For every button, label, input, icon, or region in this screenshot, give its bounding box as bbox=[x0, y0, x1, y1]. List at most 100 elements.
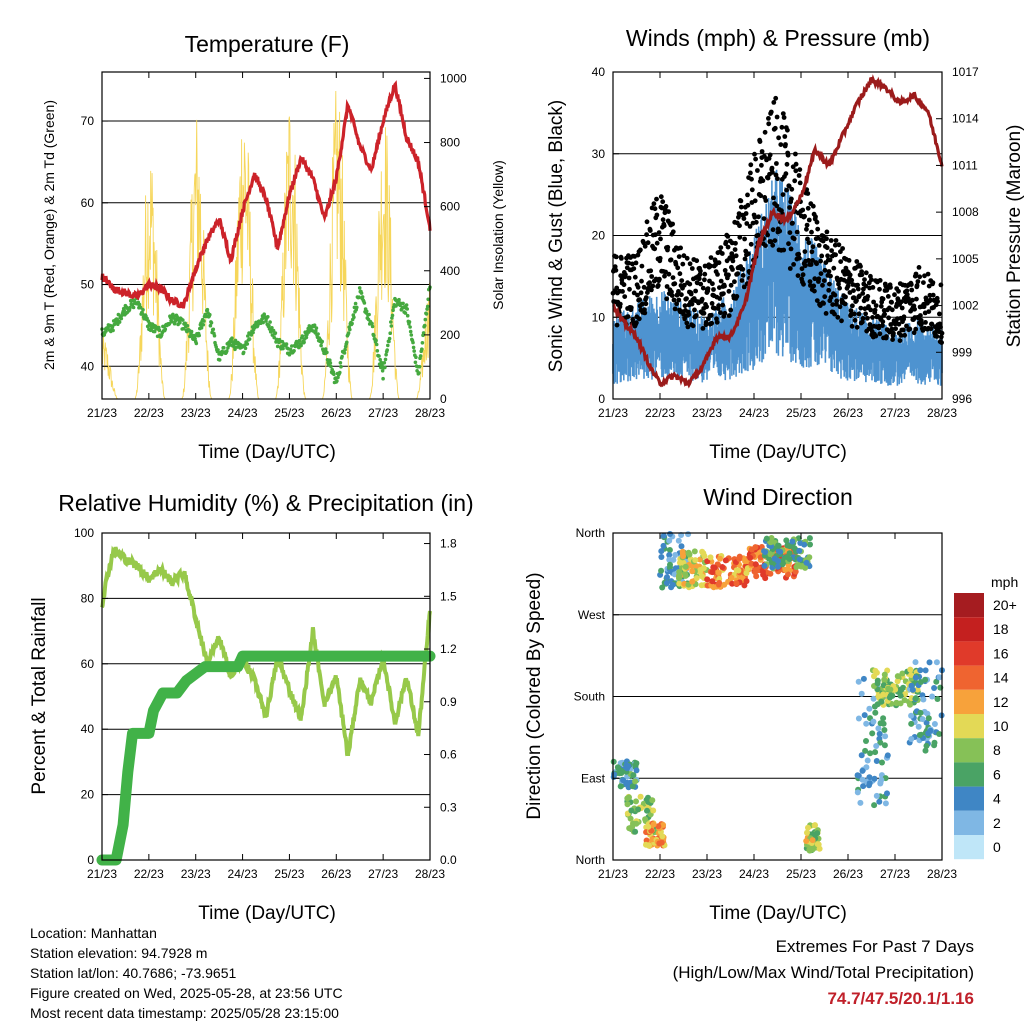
direction-point bbox=[866, 780, 873, 787]
direction-point bbox=[908, 736, 915, 742]
colorbar-swatch bbox=[954, 762, 984, 787]
direction-point bbox=[927, 727, 934, 734]
direction-point bbox=[877, 739, 884, 746]
gust-point bbox=[742, 236, 747, 242]
gust-point bbox=[866, 304, 871, 309]
x-tick-label: 22/23 bbox=[645, 867, 675, 881]
gust-point bbox=[735, 271, 741, 277]
direction-point bbox=[701, 553, 708, 559]
dewpoint-point bbox=[387, 336, 392, 341]
dewpoint-point bbox=[299, 343, 303, 348]
gust-point bbox=[748, 241, 754, 247]
x-tick-label: 27/23 bbox=[880, 867, 910, 881]
dewpoint-point bbox=[169, 320, 174, 324]
dewpoint-point bbox=[111, 328, 115, 333]
dewpoint-point bbox=[316, 332, 320, 336]
gust-point bbox=[775, 176, 780, 182]
gust-point bbox=[681, 253, 687, 259]
gust-point bbox=[814, 298, 820, 303]
dewpoint-point bbox=[388, 331, 393, 336]
gust-point bbox=[709, 301, 715, 306]
x-tick-label: 23/23 bbox=[181, 867, 211, 881]
y-tick-label-right: 1014 bbox=[952, 112, 979, 126]
dewpoint-point bbox=[245, 342, 250, 346]
dewpoint-point bbox=[178, 320, 182, 325]
direction-point bbox=[854, 789, 861, 796]
dewpoint-point bbox=[403, 311, 408, 315]
gust-point bbox=[849, 277, 855, 283]
extremes-values: 74.7/47.5/20.1/1.16 bbox=[827, 989, 974, 1008]
dewpoint-point bbox=[425, 304, 430, 309]
gust-point bbox=[614, 322, 620, 328]
direction-point bbox=[814, 841, 821, 848]
gust-point bbox=[658, 194, 664, 200]
gust-point bbox=[801, 281, 806, 287]
dewpoint-point bbox=[243, 346, 248, 351]
dewpoint-point bbox=[328, 361, 333, 365]
dewpoint-point bbox=[270, 326, 274, 330]
direction-point bbox=[676, 569, 683, 575]
dewpoint-point bbox=[292, 349, 296, 353]
dewpoint-point bbox=[407, 320, 412, 324]
direction-point bbox=[761, 562, 768, 569]
direction-point bbox=[748, 546, 755, 553]
dewpoint-point bbox=[425, 307, 429, 311]
gust-point bbox=[631, 266, 637, 271]
gust-point bbox=[650, 283, 656, 289]
gust-point bbox=[836, 281, 841, 287]
dewpoint-point bbox=[383, 365, 387, 370]
direction-point bbox=[931, 721, 938, 727]
gust-point bbox=[907, 326, 913, 332]
direction-point bbox=[912, 659, 919, 666]
gust-point bbox=[737, 223, 742, 229]
x-tick-label: 26/23 bbox=[833, 867, 863, 881]
gust-point bbox=[877, 278, 883, 283]
gust-point bbox=[700, 285, 706, 291]
dewpoint-point bbox=[209, 321, 214, 325]
gust-point bbox=[918, 317, 924, 323]
gust-point bbox=[661, 223, 667, 229]
gust-point bbox=[811, 283, 817, 289]
dewpoint-point bbox=[413, 360, 418, 365]
y-tick-label-right: 1005 bbox=[952, 252, 979, 266]
gust-point bbox=[785, 152, 791, 158]
gust-point bbox=[777, 228, 783, 234]
dewpoint-point bbox=[211, 327, 216, 332]
gust-point bbox=[831, 265, 837, 271]
x-tick-label: 25/23 bbox=[786, 406, 816, 420]
gust-point bbox=[863, 311, 868, 317]
dewpoint-point bbox=[202, 319, 206, 323]
direction-point bbox=[667, 561, 673, 568]
gust-point bbox=[674, 301, 679, 307]
dewpoint-point bbox=[387, 339, 391, 344]
dewpoint-point bbox=[140, 312, 145, 316]
gust-point bbox=[904, 288, 910, 294]
dewpoint-point bbox=[275, 344, 280, 349]
gust-point bbox=[922, 273, 927, 279]
gust-point bbox=[676, 254, 682, 259]
gust-point bbox=[916, 265, 922, 270]
x-tick-label: 21/23 bbox=[598, 867, 628, 881]
gust-point bbox=[828, 295, 834, 300]
temperature-ylabel-right: Solar Insolation (Yellow) bbox=[490, 160, 506, 310]
gust-point bbox=[745, 251, 751, 257]
gust-point bbox=[765, 232, 770, 238]
gust-point bbox=[648, 268, 654, 274]
gust-point bbox=[915, 279, 921, 284]
direction-point bbox=[863, 720, 870, 727]
gust-point bbox=[781, 247, 787, 253]
gust-point bbox=[784, 161, 790, 167]
direction-point bbox=[863, 738, 869, 744]
gust-point bbox=[794, 229, 800, 235]
gust-point bbox=[692, 307, 697, 313]
dewpoint-point bbox=[189, 329, 194, 334]
dewpoint-point bbox=[152, 329, 157, 334]
direction-point bbox=[816, 845, 823, 852]
direction-point bbox=[917, 709, 924, 716]
direction-point bbox=[876, 798, 883, 805]
direction-point bbox=[876, 730, 883, 737]
gust-point bbox=[652, 246, 658, 252]
direction-point bbox=[908, 712, 915, 719]
gust-point bbox=[740, 266, 746, 272]
dewpoint-point bbox=[267, 323, 271, 328]
